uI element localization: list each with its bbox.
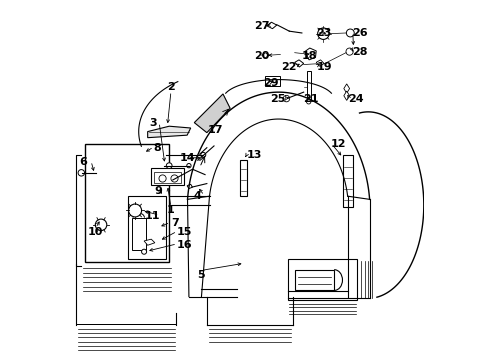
Bar [265,76,279,86]
Circle shape [346,48,352,55]
Text: 28: 28 [351,46,367,57]
Text: 29: 29 [263,78,279,88]
Bar [76,324,176,325]
Bar [131,218,145,250]
Text: 13: 13 [246,150,261,160]
Text: 18: 18 [301,51,317,61]
Text: 24: 24 [348,94,364,104]
Circle shape [128,204,142,217]
Text: 19: 19 [316,62,331,72]
Circle shape [186,163,191,168]
Bar [306,71,310,101]
Text: 3: 3 [149,118,156,128]
Polygon shape [316,60,324,66]
Circle shape [95,219,106,230]
Bar [151,168,183,185]
Text: 1: 1 [167,206,175,216]
Circle shape [283,95,289,102]
Polygon shape [187,184,192,189]
Text: 17: 17 [207,125,223,135]
Polygon shape [343,84,349,93]
Text: 6: 6 [79,157,86,167]
Circle shape [201,152,205,157]
Text: 20: 20 [254,51,269,61]
Bar [85,144,169,262]
Circle shape [346,29,353,37]
Circle shape [159,175,166,182]
Bar [240,160,246,196]
Text: 25: 25 [270,94,285,104]
Polygon shape [194,94,230,133]
Text: 15: 15 [176,227,191,237]
Polygon shape [294,60,303,67]
Bar [287,259,357,300]
Circle shape [171,175,178,182]
Text: 26: 26 [351,28,367,38]
Polygon shape [144,239,155,245]
Polygon shape [266,22,276,29]
Circle shape [142,249,146,254]
Text: 10: 10 [88,227,103,237]
Text: 12: 12 [330,139,346,149]
Text: 7: 7 [171,218,179,228]
Text: 14: 14 [179,153,195,163]
Text: 2: 2 [167,82,175,92]
Text: 4: 4 [193,191,201,201]
Bar [128,196,165,259]
Bar [154,172,180,183]
Text: 5: 5 [197,270,205,280]
Polygon shape [147,126,190,138]
Text: 27: 27 [254,21,269,31]
Text: 16: 16 [176,239,192,249]
Text: 22: 22 [281,62,296,72]
Polygon shape [261,53,268,58]
Text: 11: 11 [144,211,160,221]
Text: 9: 9 [154,186,162,196]
Bar [294,270,333,291]
Bar [343,155,352,207]
Circle shape [317,28,328,40]
Circle shape [166,163,172,168]
Text: 21: 21 [303,94,318,104]
Circle shape [78,170,84,176]
Text: 23: 23 [316,28,331,38]
Polygon shape [343,91,349,100]
Text: 8: 8 [153,143,161,153]
Polygon shape [304,48,316,60]
Circle shape [306,100,310,104]
